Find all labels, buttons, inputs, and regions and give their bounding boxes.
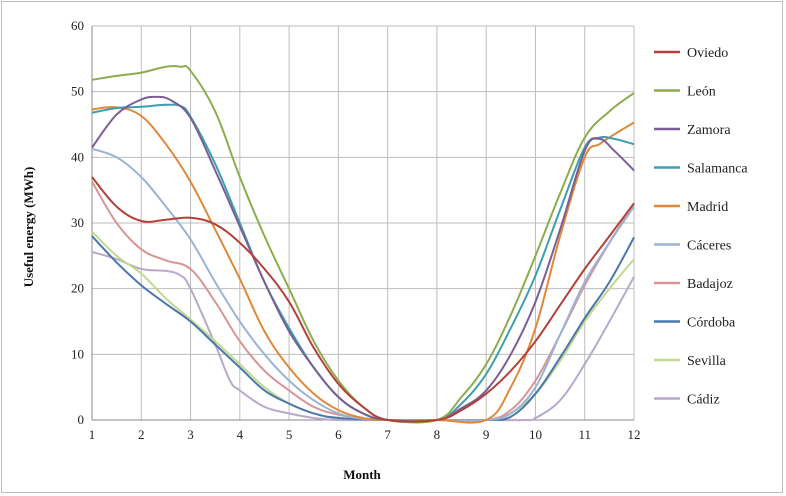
x-tick-label: 11 bbox=[578, 427, 591, 442]
series-line-cáceres bbox=[91, 147, 635, 422]
series-line-badajoz bbox=[91, 181, 635, 422]
series-lines bbox=[91, 64, 635, 424]
legend-label: Córdoba bbox=[687, 316, 736, 331]
series-line-león bbox=[91, 64, 635, 424]
y-tick-label: 20 bbox=[71, 281, 84, 296]
x-tick-label: 12 bbox=[628, 427, 641, 442]
x-tick-label: 9 bbox=[483, 427, 490, 442]
x-axis-title: Month bbox=[343, 467, 381, 482]
series-line-madrid bbox=[91, 106, 635, 424]
x-tick-label: 3 bbox=[187, 427, 194, 442]
y-tick-label: 30 bbox=[71, 215, 84, 230]
series-line-zamora bbox=[91, 95, 635, 423]
legend-label: Zamora bbox=[687, 123, 731, 138]
legend-label: Cáceres bbox=[687, 239, 731, 254]
legend-label: Salamanca bbox=[687, 162, 748, 177]
x-tick-label: 10 bbox=[529, 427, 542, 442]
legend-label: Badajoz bbox=[687, 277, 733, 292]
legend-label: Cádiz bbox=[687, 393, 720, 408]
legend-label: Sevilla bbox=[687, 354, 727, 369]
x-tick-label: 1 bbox=[89, 427, 96, 442]
y-axis-title: Useful energy (MWh) bbox=[21, 167, 36, 288]
y-tick-label: 40 bbox=[71, 149, 84, 164]
series-line-cádiz bbox=[91, 250, 635, 422]
y-tick-label: 10 bbox=[71, 346, 84, 361]
x-tick-label: 5 bbox=[286, 427, 293, 442]
x-tick-label: 7 bbox=[384, 427, 391, 442]
legend: Oviedo León Zamora Salamanca Madrid Cáceres Ba… bbox=[654, 46, 748, 408]
legend-label: Oviedo bbox=[687, 46, 728, 61]
x-tick-label: 8 bbox=[434, 427, 441, 442]
legend-label: León bbox=[687, 85, 716, 100]
y-tick-label: 50 bbox=[71, 84, 84, 99]
x-tick-label: 4 bbox=[237, 427, 244, 442]
grid-lines bbox=[91, 25, 635, 421]
legend-label: Madrid bbox=[687, 200, 728, 215]
x-tick-label: 2 bbox=[138, 427, 145, 442]
series-line-córdoba bbox=[91, 235, 635, 422]
y-tick-label: 60 bbox=[71, 18, 84, 33]
series-line-oviedo bbox=[91, 176, 635, 423]
y-tick-label: 0 bbox=[78, 412, 85, 427]
x-tick-label: 6 bbox=[335, 427, 342, 442]
